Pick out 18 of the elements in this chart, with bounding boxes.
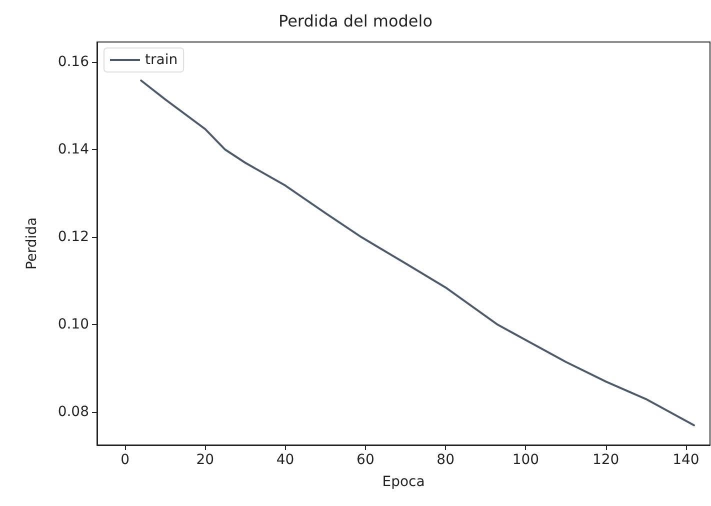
chart-title: Perdida del modelo [278, 12, 433, 30]
y-tick-label: 0.12 [58, 229, 89, 246]
y-axis-title: Perdida [24, 217, 40, 270]
x-tick-label: 140 [672, 452, 700, 468]
x-tick-label: 80 [436, 452, 454, 468]
y-tick-label: 0.08 [58, 404, 89, 420]
x-tick-label: 40 [276, 452, 294, 468]
x-tick-label: 20 [196, 452, 214, 468]
legend-label: train [145, 52, 178, 68]
x-tick-label: 100 [512, 452, 540, 468]
y-tick-label: 0.16 [58, 54, 90, 70]
x-tick-label: 60 [356, 452, 374, 468]
x-tick-label: 120 [592, 452, 620, 468]
x-axis-title: Epoca [382, 474, 425, 490]
x-tick-label: 0 [120, 452, 130, 468]
line-series [140, 80, 695, 426]
y-tick-label: 0.14 [58, 142, 90, 158]
y-tick-label: 0.10 [58, 316, 89, 333]
